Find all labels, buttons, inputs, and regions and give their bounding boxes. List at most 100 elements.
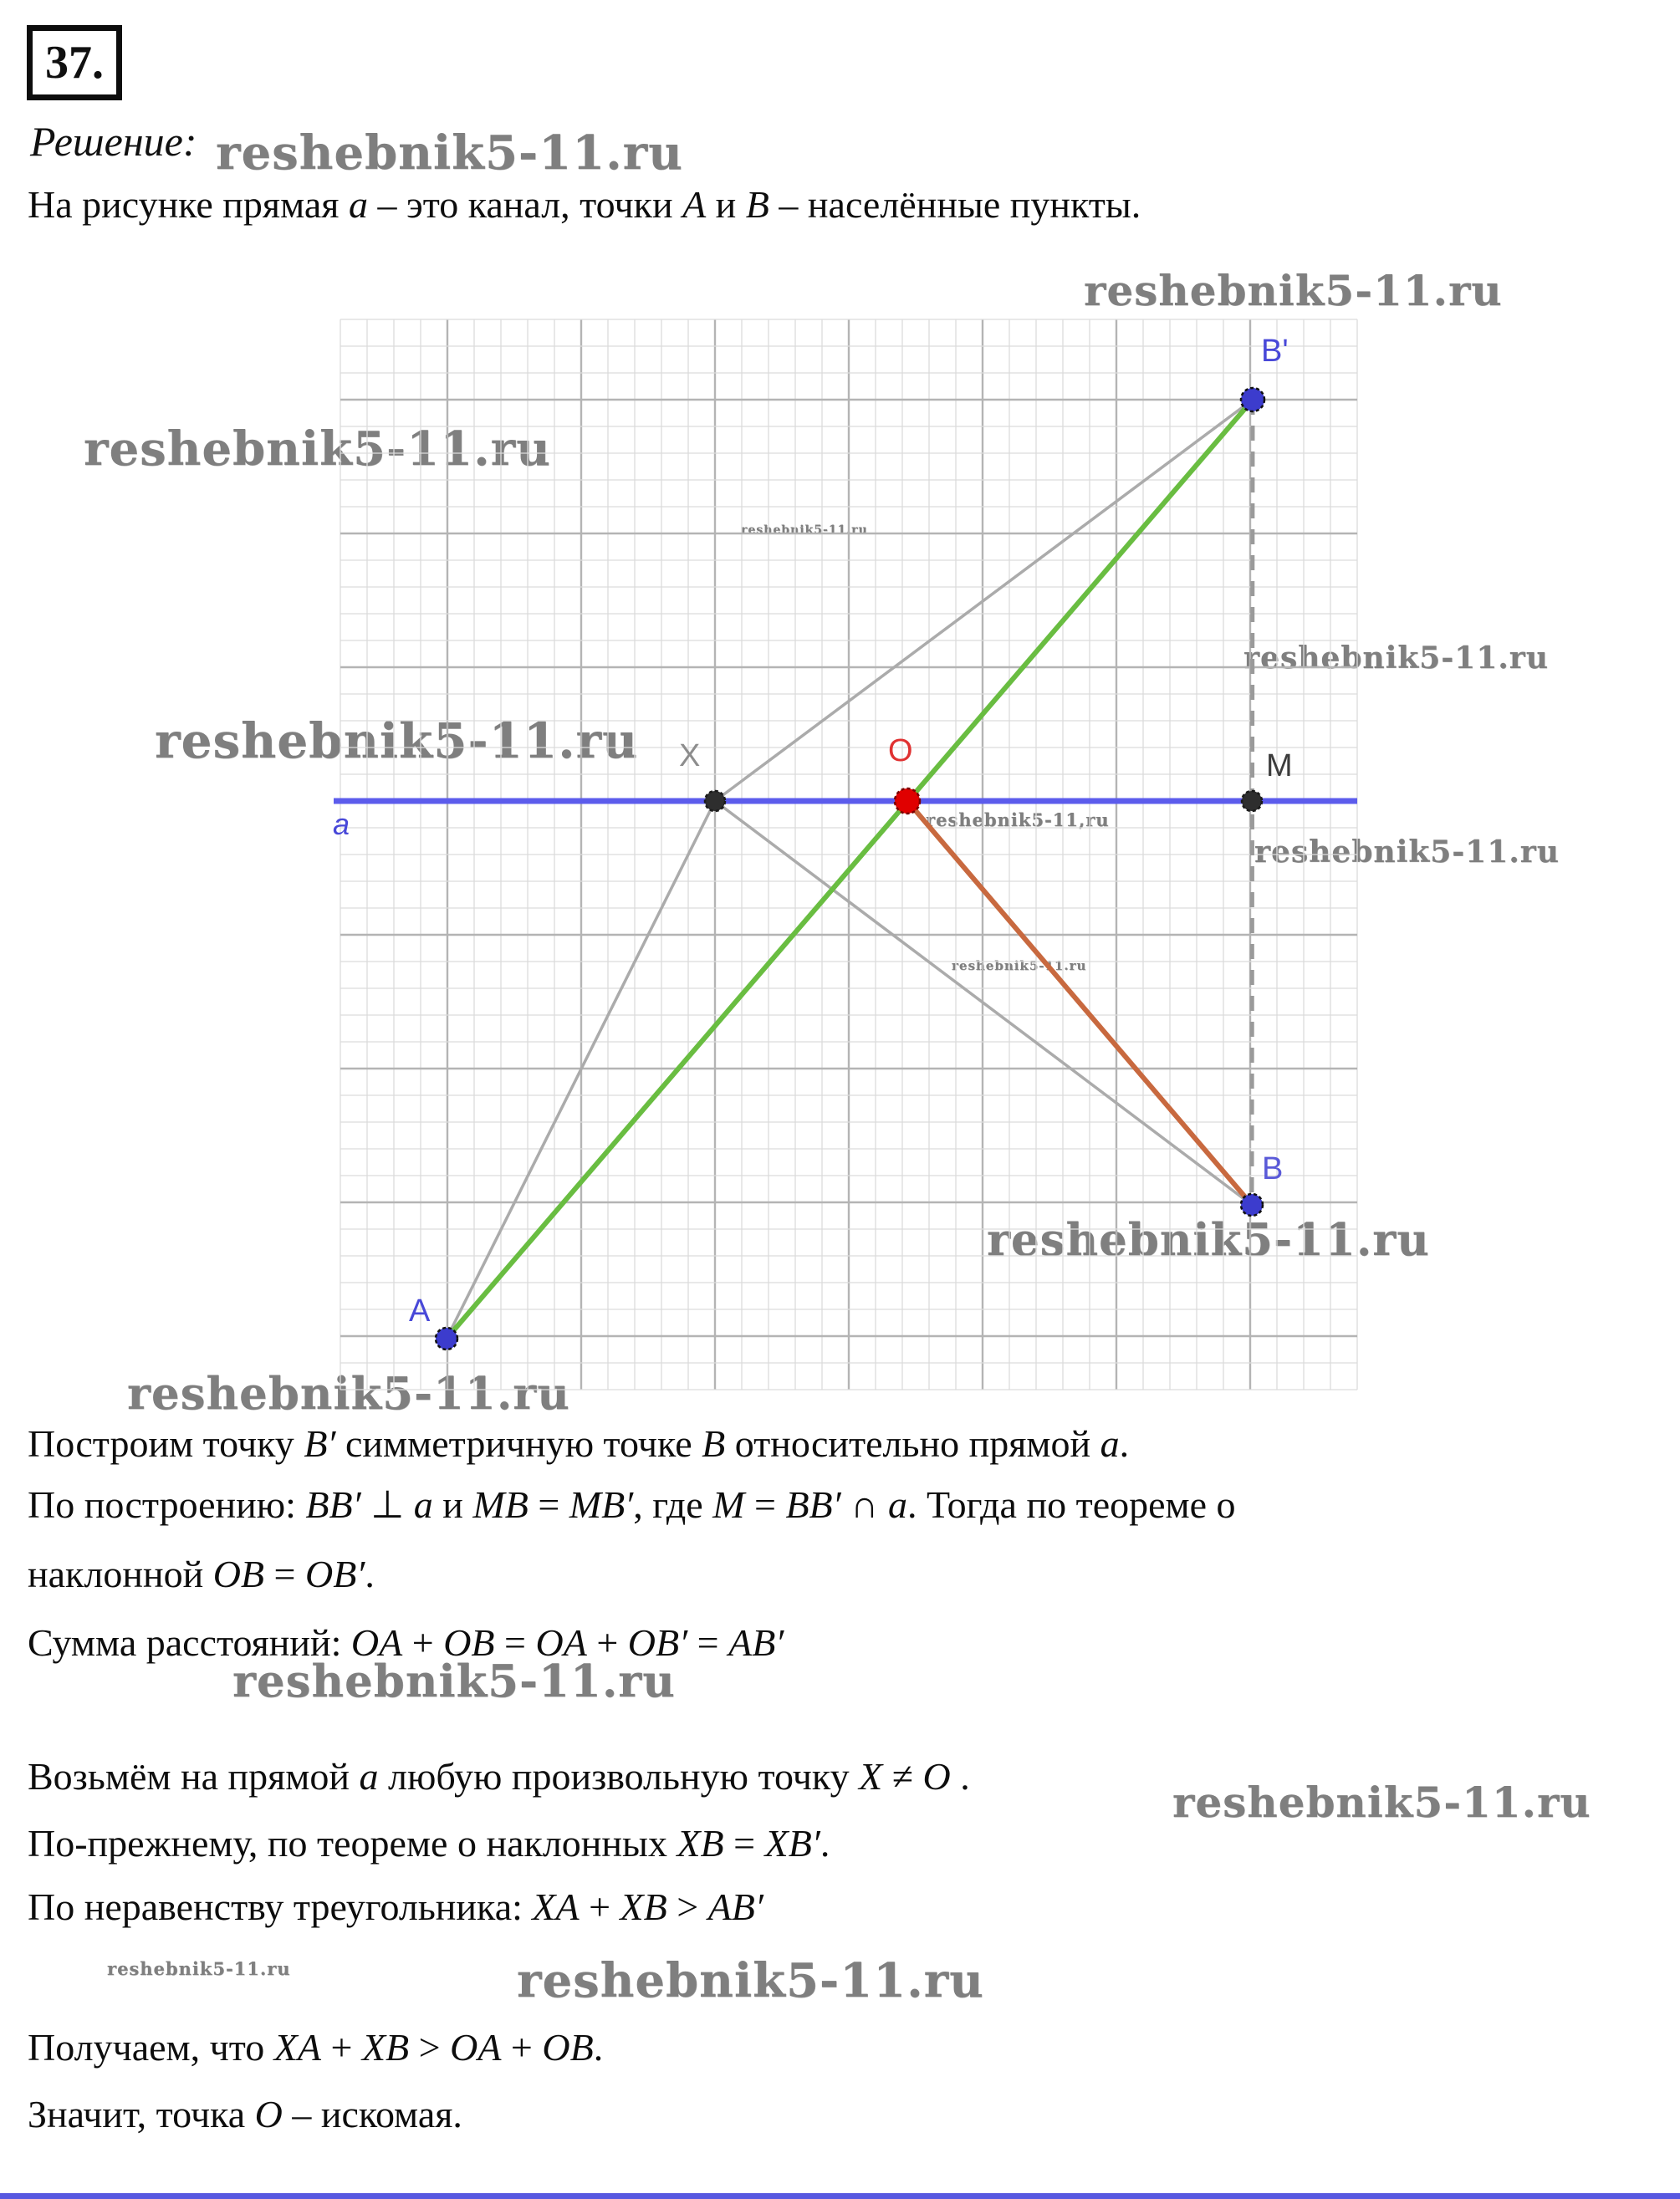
watermark: reshebnik5-11.ru [517, 1953, 984, 2008]
text-run: любую произвольную точку [378, 1755, 860, 1798]
text-run: , где [633, 1483, 713, 1526]
line-build: Построим точку B′ симметричную точке B о… [28, 1421, 1129, 1466]
text-run: . [1119, 1422, 1130, 1465]
solution-label: Решение: [30, 118, 197, 165]
math-term: O [254, 2093, 283, 2135]
math-term: BB′ [305, 1483, 361, 1526]
math-term: AB′ [707, 1885, 763, 1928]
math-term: O [922, 1755, 951, 1798]
text-run: > [409, 2026, 451, 2069]
math-term: B [702, 1422, 726, 1465]
math-term: a [413, 1483, 433, 1526]
text-run: – это канал, точки [367, 183, 683, 226]
figure-grid [340, 319, 1358, 1390]
line-conclusion: Значит, точка O – искомая. [28, 2092, 462, 2136]
text-run: = [528, 1483, 569, 1526]
text-run: Сумма расстояний: [28, 1621, 351, 1664]
point-label-O: O [888, 733, 913, 768]
watermark: reshebnik5-11.ru [232, 1656, 676, 1707]
math-term: OB [542, 2026, 594, 2069]
text-run: ≠ [882, 1755, 923, 1798]
text-run: = [723, 1822, 765, 1865]
text-run: – населённые пункты. [769, 183, 1141, 226]
text-run: + [320, 2026, 362, 2069]
text-run: + [586, 1621, 628, 1664]
bottom-border-line [0, 2193, 1680, 2199]
math-term: B [745, 183, 769, 226]
math-term: M [712, 1483, 745, 1526]
text-run: + [579, 1885, 620, 1928]
segment-X-B [713, 799, 1254, 1207]
point-Bp [1239, 386, 1266, 413]
point-X [703, 789, 727, 813]
text-run: + [402, 1621, 444, 1664]
text-run: = [687, 1621, 729, 1664]
text-run: = [494, 1621, 536, 1664]
segment-O-B [905, 799, 1254, 1207]
text-run: Получаем, что [28, 2026, 274, 2069]
text-run: = [264, 1553, 305, 1595]
watermark: reshebnik5-11.ru [1243, 640, 1549, 676]
math-term: BB′ [785, 1483, 841, 1526]
watermark: reshebnik5-11.ru [1172, 1778, 1591, 1827]
math-term: a [359, 1755, 379, 1798]
watermark: reshebnik5-11.ru [1084, 266, 1503, 315]
point-B [1239, 1192, 1264, 1217]
math-term: XA [273, 2026, 321, 2069]
text-run: . [820, 1822, 830, 1865]
text-run: симметричную точке [335, 1422, 702, 1465]
watermark: reshebnik5-11.ru [987, 1214, 1430, 1266]
math-term: XB [620, 1885, 667, 1928]
math-term: OA [350, 1621, 403, 1664]
point-label-X: X [679, 738, 700, 773]
text-run: . Тогда по теореме о [906, 1483, 1236, 1526]
intro-line: На рисунке прямая a – это канал, точки A… [28, 182, 1141, 227]
line-as-before: По-прежнему, по теореме о наклонных XB =… [28, 1821, 830, 1865]
text-run: и [432, 1483, 473, 1526]
text-run: Построим точку [28, 1422, 304, 1465]
text-run: . [950, 1755, 970, 1798]
math-term: OB [443, 1621, 495, 1664]
text-run: По-прежнему, по теореме о наклонных [28, 1822, 677, 1865]
text-run: наклонной [28, 1553, 213, 1595]
text-run: . [593, 2026, 604, 2069]
point-O [893, 787, 922, 815]
line-we-get: Получаем, что XA + XB > OA + OB. [28, 2025, 603, 2069]
math-term: OA [450, 2026, 502, 2069]
segment-X-A [445, 800, 717, 1339]
text-run: Значит, точка [28, 2093, 255, 2135]
watermark: reshebnik5-11.ru [216, 125, 683, 181]
text-run: . [365, 1553, 375, 1595]
point-A [434, 1326, 459, 1351]
text-run: По неравенству треугольника: [28, 1885, 533, 1928]
text-run: + [501, 2026, 543, 2069]
text-run: ⊥ [360, 1483, 414, 1526]
math-term: XB′ [764, 1822, 820, 1865]
watermark: reshebnik5-11.ru [127, 1368, 570, 1420]
math-term: a [1100, 1422, 1120, 1465]
watermark: reshebnik5-11.ru [84, 421, 551, 477]
math-term: AB′ [728, 1621, 784, 1664]
watermark: reshebnik5-11.ru [1254, 834, 1560, 870]
text-run: ∩ [840, 1483, 888, 1526]
math-term: a [348, 183, 368, 226]
math-term: OB′ [304, 1553, 365, 1595]
math-term: MB′ [569, 1483, 634, 1526]
point-label-B: B [1262, 1151, 1283, 1186]
text-run: На рисунке прямая [28, 183, 349, 226]
math-term: OB′ [627, 1621, 688, 1664]
point-label-Bprime: B' [1261, 334, 1289, 369]
line-by-construction: По построению: BB′ ⊥ a и MB = MB′, где M… [28, 1482, 1236, 1527]
math-term: A [682, 183, 707, 226]
math-term: XB [677, 1822, 724, 1865]
problem-number: 37. [45, 37, 104, 89]
line-sum: Сумма расстояний: OA + OB = OA + OB′ = A… [28, 1620, 784, 1665]
math-term: MB [472, 1483, 529, 1526]
point-label-M: M [1266, 748, 1293, 783]
math-term: OB [212, 1553, 265, 1595]
text-run: – искомая. [282, 2093, 462, 2135]
math-term: XA [532, 1885, 580, 1928]
math-term: B′ [304, 1422, 336, 1465]
